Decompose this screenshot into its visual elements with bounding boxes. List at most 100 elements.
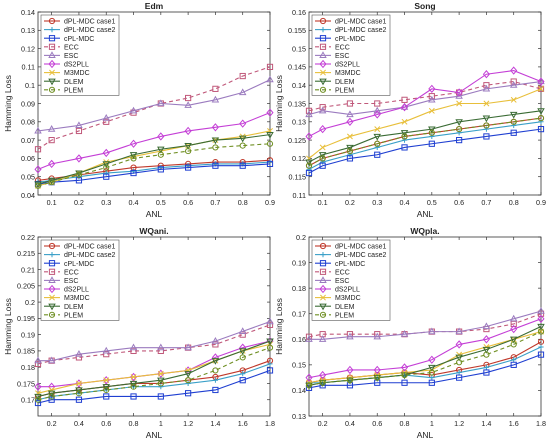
- x-tick-label: 0.1: [318, 198, 328, 207]
- data-point: [428, 95, 436, 103]
- data-point: [482, 84, 491, 92]
- data-point: [47, 390, 56, 398]
- data-point: [537, 108, 545, 115]
- y-tick-label: 0.18: [21, 363, 35, 372]
- legend-label: DLEM: [64, 304, 84, 311]
- data-point: [103, 393, 110, 400]
- data-point: [374, 126, 381, 133]
- data-point: [157, 380, 164, 387]
- data-point: [48, 159, 56, 169]
- data-point: [537, 314, 545, 323]
- data-point: [319, 162, 326, 169]
- data-point: [266, 140, 274, 147]
- data-point: [266, 367, 274, 374]
- legend-label: ESC: [335, 278, 349, 285]
- data-point: [185, 164, 192, 171]
- y-tick-label: 0.13: [292, 412, 306, 421]
- data-point: [48, 179, 55, 186]
- data-point: [75, 127, 83, 135]
- data-point: [238, 348, 247, 356]
- y-tick-label: 0.07: [21, 136, 35, 145]
- data-point: [456, 126, 463, 133]
- data-point: [537, 307, 545, 314]
- series-2: [34, 367, 274, 407]
- y-tick-label: 0.205: [17, 282, 35, 291]
- data-point: [456, 130, 462, 136]
- data-point: [428, 126, 436, 134]
- data-point: [483, 100, 490, 107]
- data-point: [75, 121, 83, 129]
- data-point: [510, 324, 518, 334]
- data-point: [48, 393, 55, 400]
- x-tick-label: 1.2: [183, 419, 193, 428]
- x-tick-label: 1: [430, 419, 434, 428]
- legend-label: dPL-MDC case1: [335, 244, 386, 251]
- legend-label: dS2PLL: [64, 287, 89, 294]
- series-4: [305, 77, 545, 118]
- legend-label: cPL-MDC: [64, 36, 94, 43]
- data-point: [400, 130, 409, 137]
- legend-label: ECC: [64, 44, 79, 51]
- legend-marker: [319, 43, 327, 50]
- data-point: [75, 170, 83, 178]
- series-line: [37, 143, 271, 187]
- x-tick-label: 1.4: [210, 419, 220, 428]
- data-point: [482, 335, 490, 344]
- data-point: [510, 78, 517, 85]
- y-tick-label: 0.11: [293, 191, 306, 200]
- data-point: [456, 100, 463, 107]
- data-point: [510, 129, 517, 136]
- legend-label: PLEM: [335, 87, 354, 94]
- data-point: [373, 133, 381, 141]
- data-point: [184, 101, 192, 108]
- legend-marker: [48, 268, 56, 275]
- x-tick-label: 0.4: [345, 419, 355, 428]
- legend-label: ECC: [335, 44, 350, 51]
- data-point: [266, 132, 274, 139]
- data-point: [346, 110, 354, 118]
- data-point: [509, 111, 518, 119]
- data-point: [456, 359, 463, 366]
- data-point: [185, 94, 192, 102]
- data-point: [34, 146, 42, 153]
- data-point: [34, 393, 42, 401]
- data-point: [130, 373, 137, 380]
- data-point: [34, 356, 42, 364]
- data-point: [130, 393, 137, 400]
- series-8: [305, 328, 545, 389]
- data-point: [319, 370, 327, 380]
- data-point: [103, 173, 110, 180]
- data-point: [185, 377, 192, 384]
- x-tick-label: 0.8: [129, 419, 139, 428]
- x-tick-label: 1.6: [509, 419, 519, 428]
- legend-label: ECC: [335, 269, 350, 276]
- data-point: [537, 328, 545, 335]
- data-point: [157, 151, 164, 158]
- data-point: [319, 379, 326, 386]
- data-point: [238, 327, 247, 334]
- legend-label: cPL-MDC: [64, 261, 94, 268]
- data-point: [211, 95, 220, 103]
- data-point: [102, 161, 110, 169]
- data-point: [157, 146, 165, 154]
- x-tick-label: 0.2: [345, 198, 355, 207]
- data-point: [75, 354, 83, 361]
- data-point: [455, 92, 463, 99]
- legend-label: PLEM: [335, 312, 354, 319]
- data-point: [34, 126, 42, 134]
- data-point: [129, 139, 138, 148]
- legend-marker: [319, 17, 327, 25]
- y-tick-label: 0.21: [21, 265, 35, 274]
- x-tick-label: 0.5: [156, 198, 166, 207]
- data-point: [538, 344, 544, 350]
- legend-marker: [49, 252, 55, 258]
- data-point: [157, 347, 164, 355]
- data-point: [184, 343, 192, 351]
- data-point: [157, 369, 165, 378]
- data-point: [239, 119, 247, 128]
- data-point: [211, 358, 220, 365]
- data-point: [130, 155, 137, 162]
